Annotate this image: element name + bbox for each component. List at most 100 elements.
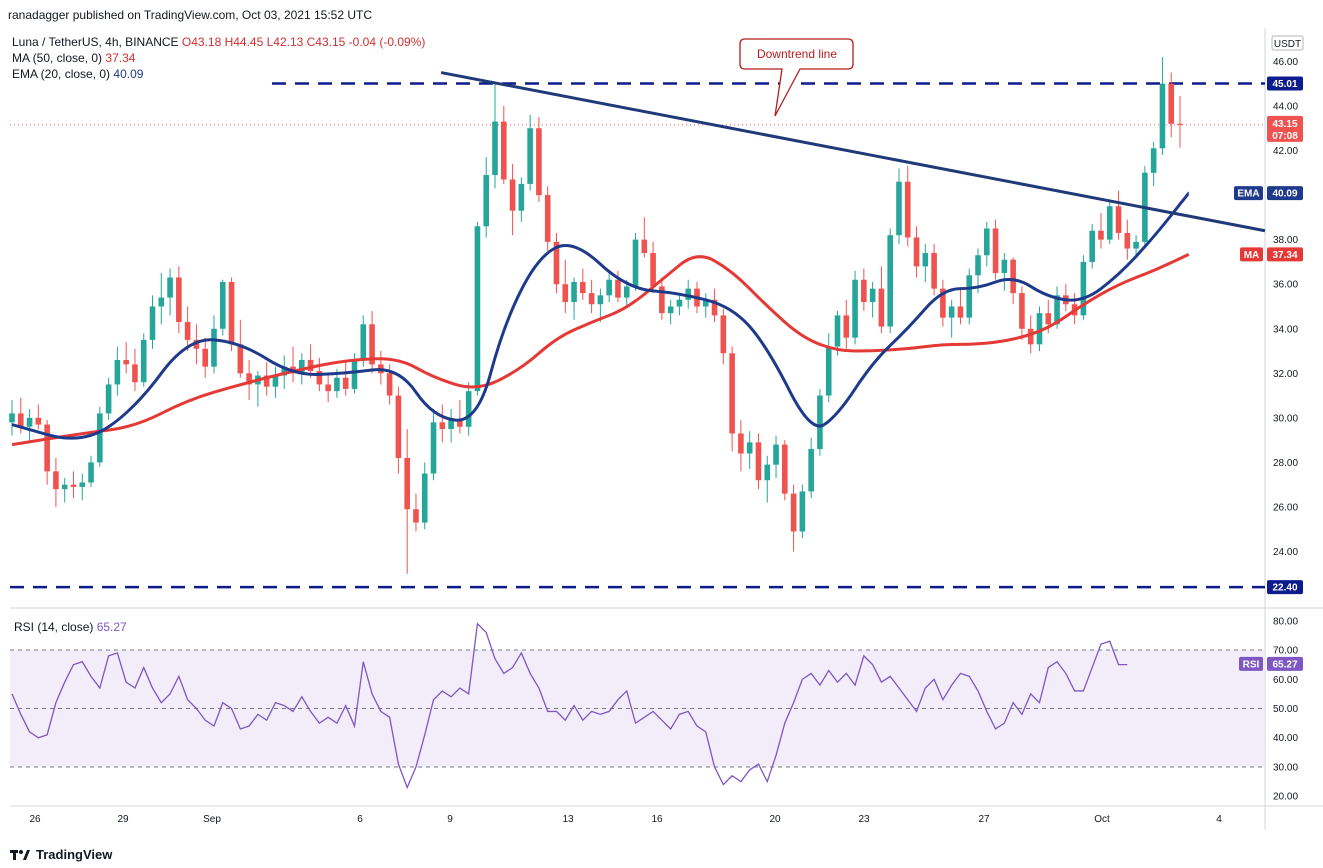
candle-body <box>1019 293 1025 329</box>
ma-value-tag-text: 37.34 <box>1272 250 1297 261</box>
rsi-value-tag-text: 65.27 <box>1272 659 1297 670</box>
candle-body <box>615 279 621 298</box>
last-price-tag-text: 43.15 <box>1272 119 1297 130</box>
candle-body <box>386 373 393 396</box>
ema-value: 40.09 <box>113 67 144 81</box>
candle-body <box>650 253 656 287</box>
time-label: 16 <box>651 814 663 825</box>
candle-body <box>527 128 533 184</box>
candle-body <box>1001 259 1008 274</box>
rsi-label: RSI (14, close) <box>14 620 94 634</box>
candle-body <box>544 195 551 242</box>
candle-body <box>632 239 639 287</box>
candle-body <box>509 179 516 211</box>
publisher-line: ranadagger published on TradingView.com,… <box>8 8 373 22</box>
tradingview-logo-icon <box>10 849 30 860</box>
candle-body <box>176 277 182 323</box>
symbol-row: Luna / TetherUS, 4h, BINANCE O43.18 H44.… <box>12 34 425 50</box>
candle-body <box>272 375 279 387</box>
candle-body <box>114 359 121 385</box>
candle-body <box>957 306 964 318</box>
candle-body <box>764 464 771 481</box>
candle-body <box>808 449 814 492</box>
candle-body <box>825 346 832 396</box>
candle-body <box>904 181 911 238</box>
candle-body <box>676 299 683 307</box>
time-label: 26 <box>29 814 41 825</box>
candle-body <box>44 424 50 472</box>
candle-body <box>448 420 454 430</box>
candle-body <box>1010 259 1016 294</box>
candle-body <box>97 413 103 463</box>
candle-body <box>711 299 718 316</box>
support-tag-bg <box>1267 580 1303 595</box>
candle-body <box>1045 313 1052 325</box>
rsi-tick-label: 60.00 <box>1273 675 1298 686</box>
candle-body <box>413 509 419 523</box>
ma-label: MA (50, close, 0) <box>12 51 103 65</box>
candle-body <box>755 442 762 481</box>
time-label: Sep <box>203 814 221 825</box>
candle-body <box>553 241 560 285</box>
chart-legend: Luna / TetherUS, 4h, BINANCE O43.18 H44.… <box>12 34 425 82</box>
time-label: 20 <box>769 814 781 825</box>
candle-body <box>536 128 542 196</box>
candle-body <box>606 279 612 296</box>
candle-body <box>597 295 604 305</box>
candle-body <box>773 444 779 465</box>
candle-body <box>702 299 709 307</box>
ma-tag-name: MA <box>1244 250 1260 261</box>
candle-body <box>149 306 156 340</box>
time-label: 9 <box>447 814 453 825</box>
candle-body <box>9 413 15 423</box>
candle-body <box>1168 83 1175 124</box>
candle-body <box>834 315 841 347</box>
time-label: 13 <box>562 814 574 825</box>
price-tick-label: 46.00 <box>1273 57 1298 68</box>
candle-body <box>26 417 33 427</box>
candle-body <box>167 277 173 298</box>
candle-body <box>667 306 674 314</box>
candles-group <box>9 56 1183 574</box>
time-label: 23 <box>858 814 870 825</box>
rsi-tick-label: 20.00 <box>1273 792 1298 803</box>
rsi-tick-label: 40.00 <box>1273 733 1298 744</box>
candle-body <box>430 422 437 474</box>
ema-label: EMA (20, close, 0) <box>12 67 111 81</box>
rsi-tag-name: RSI <box>1243 659 1260 670</box>
ema-value-tag-text: 40.09 <box>1272 189 1297 200</box>
callout-bubble <box>739 38 854 117</box>
footer-brand: TradingView <box>10 847 112 862</box>
candle-body <box>562 284 569 303</box>
downtrend-line <box>440 71 1266 233</box>
downtrend-callout: Downtrend line <box>739 38 854 117</box>
rsi-tick-label: 70.00 <box>1273 646 1298 657</box>
candle-body <box>299 359 305 374</box>
candle-body <box>360 324 367 360</box>
candle-body <box>1177 123 1183 125</box>
candle-body <box>1080 261 1087 316</box>
candle-body <box>782 444 788 494</box>
candle-body <box>940 288 946 318</box>
candle-body <box>966 275 973 318</box>
candle-body <box>843 315 850 338</box>
candle-body <box>325 384 331 392</box>
candle-body <box>1036 313 1043 345</box>
resistance-tag-text: 45.01 <box>1272 79 1297 90</box>
candle-body <box>334 377 340 392</box>
rsi-tag-bg <box>1239 656 1263 671</box>
candle-body <box>983 228 990 256</box>
ema-value-tag-bg <box>1267 186 1303 201</box>
ema20-line <box>11 191 1191 440</box>
candle-body <box>685 288 692 300</box>
rsi-tick-label: 80.00 <box>1273 616 1298 627</box>
candle-body <box>88 462 94 483</box>
candle-body <box>975 255 981 276</box>
candle-body <box>105 384 112 414</box>
candle-body <box>1106 206 1113 240</box>
candle-body <box>465 391 472 427</box>
candle-body <box>421 473 428 523</box>
candle-body <box>659 286 665 314</box>
candle-body <box>219 281 226 329</box>
